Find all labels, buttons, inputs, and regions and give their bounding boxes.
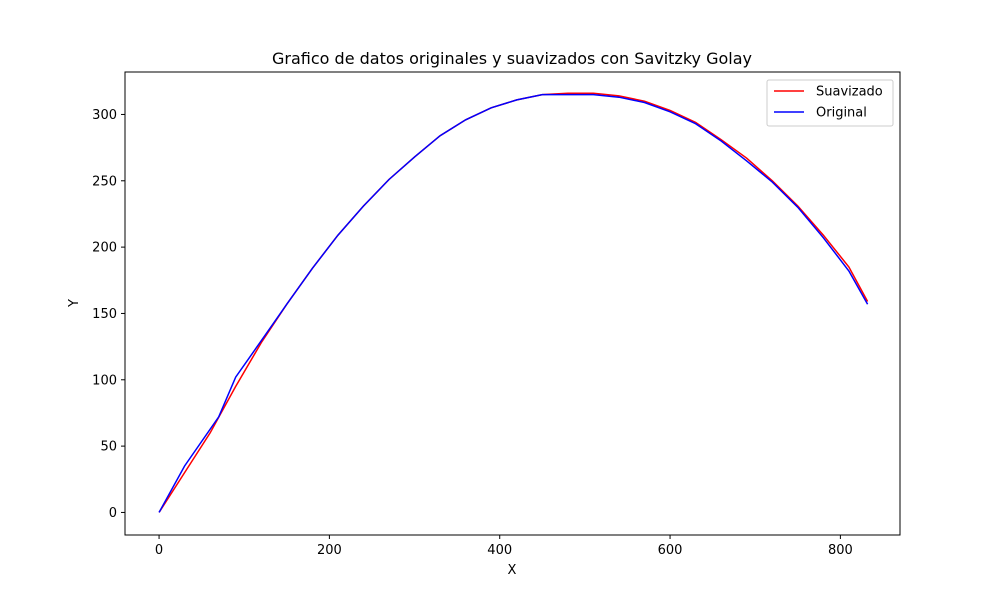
y-tick-label: 250: [92, 174, 117, 189]
y-tick-label: 0: [109, 506, 117, 521]
axis-ticks: 0 200 400 600 800 0 50 100 150 200 250 300: [92, 108, 853, 558]
x-tick-label: 400: [487, 543, 512, 558]
x-tick-label: 800: [828, 543, 853, 558]
y-tick-label: 150: [92, 307, 117, 322]
legend-label-suavizado: Suavizado: [816, 85, 883, 100]
legend: Suavizado Original: [766, 79, 894, 127]
series-line-original: [158, 93, 869, 513]
chart-title: Grafico de datos originales y suavizados…: [272, 49, 752, 68]
x-tick-label: 200: [317, 543, 342, 558]
y-axis-label: Y: [67, 299, 82, 308]
x-axis-label: X: [508, 563, 517, 578]
y-tick-label: 50: [100, 440, 117, 455]
y-tick-label: 100: [92, 373, 117, 388]
legend-label-original: Original: [816, 106, 867, 121]
x-tick-label: 600: [658, 543, 683, 558]
y-tick-label: 300: [92, 108, 117, 123]
x-tick-label: 0: [155, 543, 163, 558]
y-tick-label: 200: [92, 241, 117, 256]
plot-area: [158, 92, 869, 513]
plot-frame: [124, 71, 901, 536]
